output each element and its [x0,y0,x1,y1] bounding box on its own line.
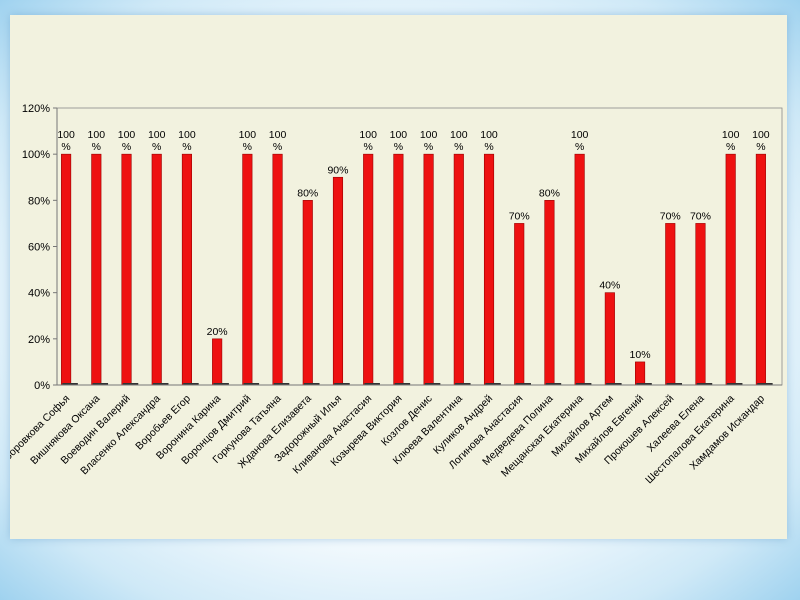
data-label: 40% [599,280,620,292]
data-label: 100% [269,129,287,153]
y-tick-label: 40% [28,288,50,300]
bar-base-shadow [666,383,683,385]
data-label: 80% [297,187,318,199]
bar-base-shadow [696,383,713,385]
bar-base-shadow [575,383,592,385]
bar [725,153,736,386]
data-label: 100% [118,129,136,153]
bar [574,153,585,386]
bar-base-shadow [636,383,652,385]
bar-base-shadow [122,383,139,385]
bar [212,338,223,386]
data-label: 90% [327,164,348,176]
data-label: 100% [359,129,377,153]
bar-base-shadow [606,383,622,385]
bar-base-shadow [394,383,411,385]
bar [302,200,313,386]
bar-base-shadow [183,383,199,385]
y-tick-label: 0% [34,380,50,392]
bar-base-shadow [515,383,531,385]
y-tick-label: 60% [28,242,50,254]
bar-base-shadow [152,383,169,385]
data-label: 100% [420,129,438,153]
plot-area [56,107,783,386]
data-label: 100% [571,129,589,153]
bar-base-shadow [92,383,109,385]
bar [393,153,404,386]
y-tick-label: 20% [28,334,50,346]
y-tick-label: 120% [22,103,50,115]
bar-base-shadow [485,383,501,385]
data-label: 80% [539,187,560,199]
bar [514,223,525,386]
data-label: 20% [207,326,228,338]
bar-chart: 0%20%40%60%80%100%120%100 %Боровкова Софь… [10,103,783,486]
bar [272,153,283,386]
data-label: 100% [480,129,498,153]
bar [453,153,464,386]
data-label: 100% [752,129,770,153]
data-label: 100% [88,129,106,153]
bar [181,153,192,386]
data-label: 70% [660,210,681,222]
data-label: 100% [57,129,75,153]
data-label: 70% [690,210,711,222]
slide-frame: 0% 20% 40% 60% 80% 100% 120% 100% Боровкова Софь… [10,15,787,539]
bar [363,153,374,386]
bar [665,223,676,386]
data-label: 70% [509,210,530,222]
data-label: 100% [722,129,740,153]
bar-base-shadow [364,383,380,385]
bar-base-shadow [213,383,229,385]
data-label: 100% [390,129,408,153]
bar-base-shadow [334,383,350,385]
bar [483,153,495,386]
bar [332,176,344,386]
bar [635,361,646,386]
bar-base-shadow [726,383,743,385]
bar-base-shadow [757,383,773,385]
bar-base-shadow [273,383,290,385]
bar [91,153,102,386]
y-tick-label: 100% [22,149,50,161]
bar [242,153,253,386]
bar [755,153,766,386]
bar [151,153,162,386]
bar [544,200,555,386]
data-label: 100% [148,129,166,153]
data-label: 100% [178,129,196,153]
bar [604,292,615,386]
bar [121,153,132,386]
y-tick-label: 80% [28,195,50,207]
bar [695,223,706,386]
data-label: 100% [239,129,257,153]
bar-base-shadow [545,383,562,385]
data-label: 10% [630,349,651,361]
bar-base-shadow [304,383,320,385]
bar-base-shadow [62,383,78,385]
bar [423,153,434,386]
bar-base-shadow [455,383,471,385]
data-label: 100% [450,129,468,153]
bar-base-shadow [424,383,441,385]
bar-base-shadow [243,383,260,385]
bar [61,153,72,386]
